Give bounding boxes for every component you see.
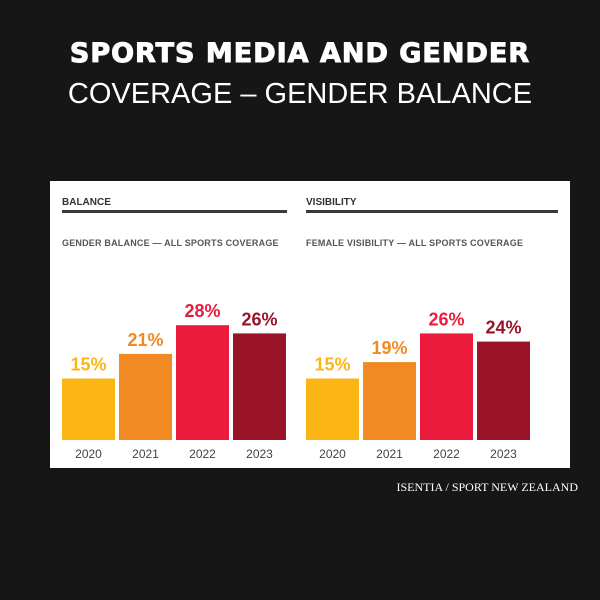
value-label: 19% <box>371 338 407 358</box>
value-label: 24% <box>485 318 521 338</box>
x-tick-label: 2022 <box>189 447 216 461</box>
x-tick-label: 2023 <box>490 447 517 461</box>
bar-2022 <box>176 325 229 440</box>
value-label: 15% <box>314 355 350 375</box>
section-rule <box>62 210 287 213</box>
chart-subtitle: FEMALE VISIBILITY — ALL SPORTS COVERAGE <box>306 238 523 248</box>
title-line-2: COVERAGE – GENDER BALANCE <box>67 78 533 110</box>
x-tick-label: 2020 <box>319 447 346 461</box>
charts-svg: BALANCE GENDER BALANCE — ALL SPORTS COVER… <box>62 197 558 461</box>
chart-panel: BALANCE GENDER BALANCE — ALL SPORTS COVER… <box>50 181 570 468</box>
bar-2020 <box>62 378 115 440</box>
bar-2021 <box>119 353 172 440</box>
value-label: 26% <box>428 309 464 329</box>
bar-2023 <box>233 333 286 440</box>
x-tick-label: 2020 <box>75 447 102 461</box>
bar-2020 <box>306 378 359 440</box>
value-label: 15% <box>70 355 106 375</box>
bar-2021 <box>363 362 416 440</box>
source-credit: ISENTIA / SPORT NEW ZEALAND <box>396 480 579 494</box>
x-tick-label: 2021 <box>132 447 159 461</box>
chart-subtitle: GENDER BALANCE — ALL SPORTS COVERAGE <box>62 238 279 248</box>
x-tick-label: 2023 <box>246 447 273 461</box>
section-heading: VISIBILITY <box>306 197 357 208</box>
value-label: 26% <box>241 309 277 329</box>
title-line-1: SPORTS MEDIA AND GENDER <box>69 38 531 70</box>
section-heading: BALANCE <box>62 197 111 208</box>
x-tick-label: 2021 <box>376 447 403 461</box>
value-label: 28% <box>184 301 220 321</box>
bar-2022 <box>420 333 473 440</box>
section-rule <box>306 210 558 213</box>
bar-2023 <box>477 341 530 440</box>
value-label: 21% <box>127 330 163 350</box>
x-tick-label: 2022 <box>433 447 460 461</box>
